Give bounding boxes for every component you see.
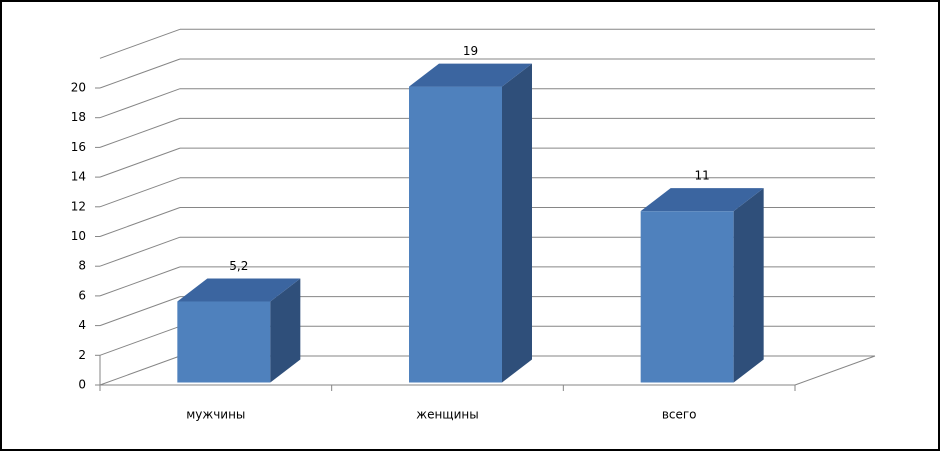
y-tick-label: 0: [78, 378, 86, 392]
bar: [409, 86, 502, 383]
value-label: 11: [695, 169, 710, 183]
value-label: 5,2: [229, 259, 248, 273]
grid-line: [99, 147, 181, 178]
grid-line: [99, 58, 181, 89]
y-tick-label: 12: [71, 199, 86, 213]
grid-line: [99, 236, 181, 267]
grid-line: [99, 355, 181, 386]
y-tick-label: 6: [78, 288, 86, 302]
y-tick-label: 4: [78, 318, 86, 332]
x-tick-label: женщины: [416, 408, 478, 422]
y-tick-label: 18: [71, 110, 86, 124]
bar-top: [640, 188, 764, 212]
grid-line: [99, 325, 181, 356]
bar-side: [502, 63, 532, 383]
wall-edge: [99, 28, 181, 59]
grid-line: [99, 296, 181, 327]
grid-line: [99, 207, 181, 237]
grid-line: [99, 266, 181, 297]
bar-side: [733, 188, 764, 383]
bar-side: [270, 278, 301, 383]
value-label: 19: [463, 44, 478, 58]
y-tick-label: 8: [78, 259, 86, 273]
bar-top: [409, 63, 532, 87]
grid-line: [99, 88, 181, 119]
y-tick-label: 2: [78, 348, 86, 362]
x-tick-label: мужчины: [186, 408, 245, 422]
grid-line: [99, 117, 181, 148]
bar: [640, 211, 734, 383]
x-tick-label: всего: [662, 408, 697, 422]
y-tick-label: 14: [71, 170, 86, 184]
bar: [177, 301, 271, 383]
grid-line: [99, 177, 181, 208]
floor-edge: [794, 355, 876, 386]
y-tick-label: 20: [71, 81, 86, 95]
y-tick-label: 10: [71, 229, 86, 243]
y-tick-label: 16: [71, 140, 86, 154]
bar-top: [177, 278, 301, 302]
